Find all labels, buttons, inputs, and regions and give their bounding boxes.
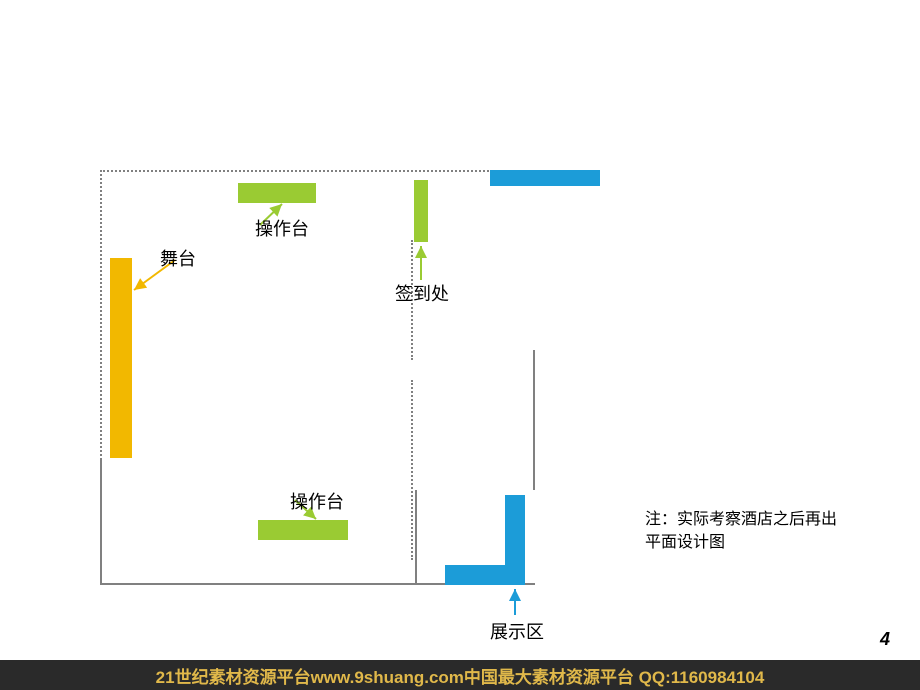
console1-label: 操作台 [255,215,309,241]
page-number: 4 [880,629,890,650]
footer-bar: 21世纪素材资源平台www.9shuang.com中国最大素材资源平台 QQ:1… [0,660,920,690]
stage-arrow [0,0,920,690]
display-label: 展示区 [490,618,544,644]
floorplan-canvas: 舞台 操作台 签到处 操作台 展示区 注：实际考察酒店之后再出 平面设计图 4 … [0,0,920,690]
checkin-label: 签到处 [395,280,449,306]
console2-label: 操作台 [290,488,344,514]
note-line2: 平面设计图 [645,528,725,552]
footer-text: 21世纪素材资源平台www.9shuang.com中国最大素材资源平台 QQ:1… [156,663,765,688]
note-line1: 注：实际考察酒店之后再出 [645,505,837,529]
stage-label: 舞台 [160,245,196,271]
